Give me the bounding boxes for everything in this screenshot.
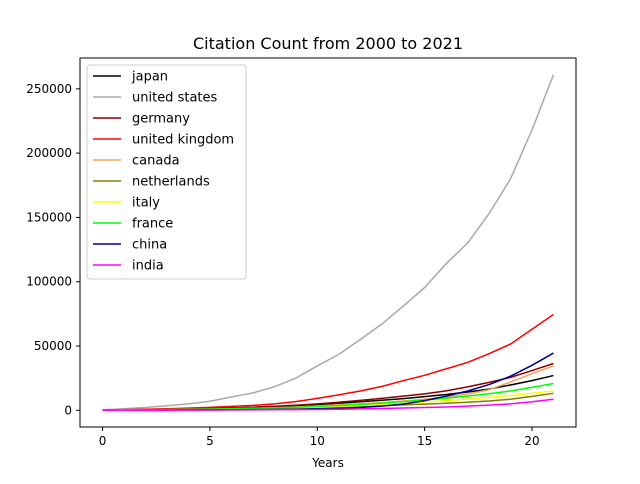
legend-label: united states: [132, 91, 218, 106]
x-tick-label: 10: [310, 434, 325, 448]
y-tick-label: 100000: [26, 275, 72, 289]
legend-label: japan: [131, 70, 168, 85]
legend-box: [86, 64, 247, 280]
y-tick-label: 0: [64, 403, 72, 417]
plot-frame: [79, 57, 577, 428]
y-tick-label: 200000: [26, 146, 72, 160]
series-line-india: [102, 398, 554, 412]
legend-label: canada: [132, 154, 180, 169]
series-line-united-kingdom: [102, 313, 554, 411]
legend-label: united kingdom: [132, 133, 234, 148]
legend-label: netherlands: [132, 175, 210, 190]
y-tick-label: 150000: [26, 210, 72, 224]
x-tick-label: 0: [99, 434, 107, 448]
y-tick-label: 50000: [34, 339, 72, 353]
legend-label: germany: [132, 112, 190, 127]
x-tick-label: 15: [417, 434, 432, 448]
legend-label: china: [132, 238, 167, 253]
chart-title: Citation Count from 2000 to 2021: [193, 34, 463, 53]
x-axis-label: Years: [311, 456, 344, 470]
x-tick-label: 20: [524, 434, 539, 448]
axis-ticks: 0 5 10 15 20 0 50000 100000 150000 200000 250000: [26, 82, 539, 448]
legend-label: france: [132, 217, 173, 232]
series-lines: [102, 74, 555, 412]
legend: japan united states germany united kingdom c…: [86, 64, 247, 280]
y-tick-label: 250000: [26, 82, 72, 96]
legend-label: india: [132, 259, 164, 274]
x-tick-label: 5: [206, 434, 214, 448]
legend-label: italy: [132, 196, 160, 211]
series-line-united-states: [102, 74, 555, 411]
